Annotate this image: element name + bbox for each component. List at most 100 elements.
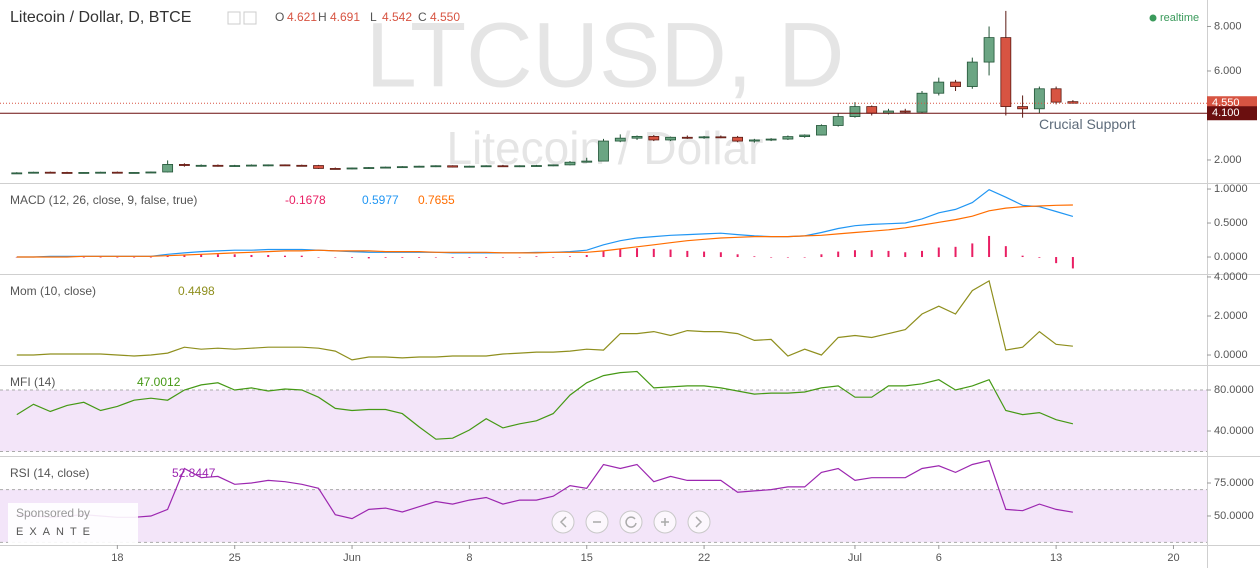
x-tick-label: Jul xyxy=(848,552,862,564)
candle-body xyxy=(1067,101,1079,104)
histogram-bar xyxy=(434,257,437,258)
candle-body xyxy=(262,164,274,167)
scroll-right-button[interactable] xyxy=(687,510,711,534)
histogram-bar xyxy=(300,255,303,258)
ohlc-key: C xyxy=(418,10,427,24)
histogram-bar xyxy=(753,256,756,258)
histogram-bar xyxy=(183,254,186,258)
histogram-bar xyxy=(602,250,605,258)
candle-body xyxy=(715,136,727,139)
support-box xyxy=(1207,106,1257,121)
candle-body xyxy=(380,166,391,169)
y-tick-label: 0.5000 xyxy=(1214,217,1248,229)
histogram-bar xyxy=(904,252,907,258)
candle-body xyxy=(179,164,190,166)
candle-body xyxy=(950,81,961,87)
ohlc-key: L xyxy=(370,10,377,24)
ohlc-value: 4.621 xyxy=(287,10,317,24)
histogram-bar xyxy=(786,257,789,258)
candle-body xyxy=(145,171,157,174)
x-tick-label: 18 xyxy=(111,552,123,564)
candle-body xyxy=(246,164,257,167)
histogram-bar xyxy=(518,257,521,258)
histogram-bar xyxy=(485,257,488,258)
histogram-bar xyxy=(418,257,421,258)
sponsor-box xyxy=(8,503,138,543)
candle-body xyxy=(313,165,324,169)
pane-value: 0.4498 xyxy=(178,284,215,298)
pane-value: 0.7655 xyxy=(418,193,455,207)
histogram-bar xyxy=(719,252,722,258)
x-tick-label: 20 xyxy=(1167,552,1179,564)
histogram-bar xyxy=(820,254,823,258)
histogram-bar xyxy=(803,257,806,258)
histogram-bar xyxy=(351,257,354,258)
histogram-bar xyxy=(568,256,571,258)
histogram-bar xyxy=(535,256,538,258)
candle-body xyxy=(396,166,408,169)
candle-body xyxy=(581,160,593,163)
histogram-bar xyxy=(619,248,622,258)
candle-body xyxy=(1050,88,1062,103)
candle-body xyxy=(111,171,123,174)
candle-body xyxy=(229,165,241,167)
candle-body xyxy=(463,165,475,168)
candle-body xyxy=(28,171,39,174)
series-line xyxy=(16,204,1073,258)
histogram-bar xyxy=(971,243,974,258)
histogram-bar xyxy=(1038,257,1041,258)
histogram-bar xyxy=(367,257,370,259)
ohlc-value: 4.542 xyxy=(382,10,412,24)
histogram-bar xyxy=(15,257,18,258)
histogram-bar xyxy=(317,257,320,258)
candle-body xyxy=(497,165,509,168)
histogram-bar xyxy=(870,250,873,258)
status-dot xyxy=(1149,14,1157,22)
y-tick-label: 1.0000 xyxy=(1214,183,1248,195)
watermark: LTCUSD, D xyxy=(366,4,845,106)
histogram-bar xyxy=(468,257,471,258)
candle-body xyxy=(698,136,710,139)
pane-title: MFI (14) xyxy=(10,375,55,389)
y-tick-label: 2.000 xyxy=(1214,154,1242,166)
pane-value: -0.1678 xyxy=(285,193,326,207)
series-line xyxy=(16,459,1073,520)
histogram-bar xyxy=(149,257,152,258)
candle-body xyxy=(212,164,224,167)
nav-buttons xyxy=(551,510,711,534)
candle-body xyxy=(547,164,559,167)
histogram-bar xyxy=(82,257,85,258)
histogram-bar xyxy=(652,248,655,258)
scroll-left-button[interactable] xyxy=(551,510,575,534)
histogram-bar xyxy=(166,255,169,258)
histogram-bar xyxy=(384,257,387,258)
settings-icon xyxy=(227,11,241,25)
histogram-bar xyxy=(585,254,588,258)
histogram-bar xyxy=(133,257,136,258)
y-tick-label: 50.0000 xyxy=(1214,510,1254,522)
candle-body xyxy=(514,165,526,168)
candle-body xyxy=(413,165,425,168)
candle-body xyxy=(430,165,442,168)
histogram-bar xyxy=(1071,257,1074,269)
reset-button[interactable] xyxy=(619,510,643,534)
support-label: 4.100 xyxy=(1212,107,1240,119)
candle-body xyxy=(279,164,291,167)
band-fill xyxy=(0,389,1207,452)
candle-body xyxy=(329,168,341,170)
histogram-bar xyxy=(853,250,856,258)
pane-title: Litecoin / Dollar, D, BTCE xyxy=(10,9,191,26)
sponsor-name[interactable]: EXANTE xyxy=(16,526,96,538)
ohlc-value: 4.691 xyxy=(330,10,360,24)
pane-title: MACD (12, 26, close, 9, false, true) xyxy=(10,193,197,207)
histogram-bar xyxy=(283,255,286,258)
y-tick-label: 4.0000 xyxy=(1214,271,1248,283)
histogram-bar xyxy=(736,254,739,258)
x-tick-label: 22 xyxy=(698,552,710,564)
candle-body xyxy=(44,171,56,174)
histogram-bar xyxy=(954,246,957,258)
series-line xyxy=(16,370,1074,440)
last-price-label: 4.550 xyxy=(1212,97,1240,109)
pane-title: RSI (14, close) xyxy=(10,466,89,480)
